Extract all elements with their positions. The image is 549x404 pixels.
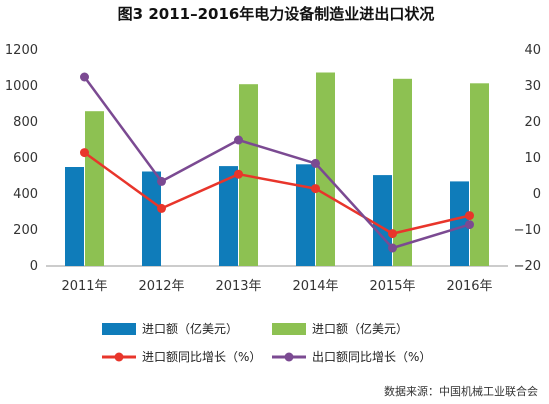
legend-swatch-1	[272, 323, 306, 335]
x-axis-tick-label: 2011年	[61, 279, 107, 294]
left-axis-tick-label: 1000	[5, 79, 38, 94]
series-point-2	[234, 169, 243, 179]
legend-label-0: 进口额（亿美元）	[142, 321, 238, 336]
bar-series-1	[450, 181, 469, 266]
x-axis-tick-label: 2013年	[215, 279, 261, 294]
legend-label-1: 进口额（亿美元）	[312, 321, 408, 336]
legend-swatch-marker-2	[114, 352, 124, 362]
bar-series-2	[393, 78, 412, 266]
series-point-2	[465, 211, 474, 221]
series-line-2	[83, 151, 470, 235]
left-axis-tick-label: 0	[30, 259, 38, 274]
series-point-2	[388, 229, 397, 239]
series-point-3	[388, 243, 397, 253]
bar-series-2	[85, 111, 104, 266]
series-point-3	[234, 135, 243, 145]
bar-series-2	[316, 72, 335, 266]
legend-label-3: 出口额同比增长（%）	[312, 350, 431, 364]
x-axis-tick-label: 2016年	[446, 279, 492, 294]
bars	[65, 72, 489, 266]
left-axis-tick-label: 800	[13, 115, 38, 130]
bar-series-1	[65, 167, 84, 266]
right-axis-tick-label: 40	[524, 43, 541, 58]
chart-title: 图3 2011–2016年电力设备制造业进出口状况	[118, 5, 435, 23]
left-axis-tick-label: 200	[13, 223, 38, 238]
right-axis-tick-label: 10	[524, 151, 541, 166]
legend-swatch-marker-3	[284, 352, 294, 362]
series-point-2	[311, 184, 320, 194]
series-point-2	[80, 148, 89, 158]
bar-series-1	[219, 166, 238, 266]
series-point-3	[465, 220, 474, 230]
left-axis-tick-label: 600	[13, 151, 38, 166]
right-axis-tick-label: 0	[533, 187, 541, 202]
bar-series-1	[142, 171, 161, 266]
legend: 进口额（亿美元） 进口额（亿美元） 进口额同比增长（%） 出口额同比增长（%）	[102, 321, 431, 364]
right-axis-tick-label: −20	[514, 259, 541, 274]
left-axis-tick-label: 400	[13, 187, 38, 202]
series-point-2	[157, 203, 166, 213]
right-axis-tick-label: 30	[524, 79, 541, 94]
right-axis-tick-label: 20	[524, 115, 541, 130]
series-point-3	[157, 176, 166, 186]
x-axis-tick-label: 2014年	[292, 279, 338, 294]
series-point-3	[80, 72, 89, 82]
source-note: 数据来源：中国机械工业联合会	[384, 384, 538, 398]
x-axis-tick-label: 2012年	[138, 279, 184, 294]
bar-series-2	[470, 83, 489, 266]
x-axis-tick-label: 2015年	[369, 279, 415, 294]
legend-swatch-0	[102, 323, 136, 335]
bar-series-1	[296, 164, 315, 266]
bar-series-1	[373, 175, 392, 266]
right-axis-tick-label: −10	[514, 223, 541, 238]
axes: 0 200 400 600 800 1000 1200 −20 −10 0 10 20 30 40 2011…	[5, 43, 541, 294]
left-axis-tick-label: 1200	[5, 43, 38, 58]
series-line-3	[83, 76, 470, 250]
lines	[80, 72, 474, 253]
legend-label-2: 进口额同比增长（%）	[142, 350, 261, 364]
series-point-3	[311, 158, 320, 168]
